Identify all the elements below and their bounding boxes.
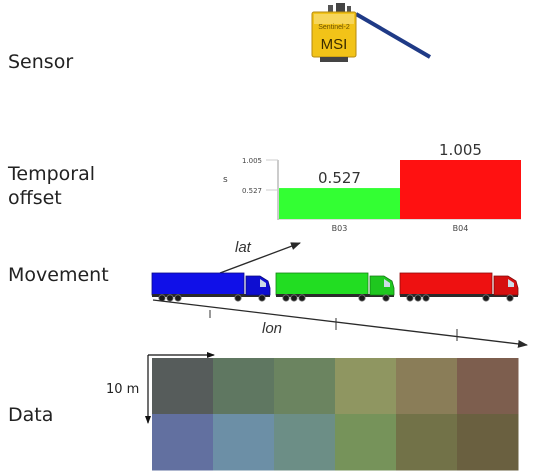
temporal-offset-chart: s 1.005 0.527 0.527 B03 1.005 B04 — [223, 141, 521, 233]
lon-label: lon — [262, 320, 282, 337]
truck-red-wheel — [414, 294, 422, 302]
lat-label: lat — [235, 239, 252, 256]
truck-green-wheel — [358, 294, 366, 302]
truck-blue-wheel — [174, 294, 182, 302]
bar-b03 — [279, 188, 400, 219]
pixel-cell-r1-c5 — [396, 358, 458, 415]
pixel-cell-r1-c1 — [152, 358, 214, 415]
movement-section: lat lon — [151, 239, 528, 348]
pixel-cell-r2-c3 — [274, 414, 336, 471]
sensor-top-knob-mid — [336, 3, 345, 13]
pixel-cell-r1-c2 — [213, 358, 275, 415]
row-label-temporal-offset: Temporal offset — [8, 162, 95, 210]
row-label-data: Data — [8, 404, 54, 426]
sensor-base — [320, 57, 348, 62]
row-label-temporal-line1: Temporal — [8, 163, 95, 185]
truck-green-wheel — [382, 294, 390, 302]
pixel-cell-r2-c4 — [335, 414, 397, 471]
bar-value-label-b03: 0.527 — [318, 169, 361, 187]
pixel-cell-r2-c2 — [213, 414, 275, 471]
sensor-highlight — [314, 14, 354, 24]
pixel-cell-r2-c5 — [396, 414, 458, 471]
pixel-cell-r2-c6 — [457, 414, 519, 471]
truck-red-wheel — [506, 294, 514, 302]
bar-category-label-b04: B04 — [453, 224, 469, 233]
truck-red-chassis — [400, 294, 518, 297]
sensor-top-text: Sentinel-2 — [318, 24, 350, 31]
truck-red-wheel — [406, 294, 414, 302]
truck-red-window — [508, 279, 514, 287]
truck-blue-wheel — [258, 294, 266, 302]
chart-ylabel: s — [223, 175, 228, 185]
bar-value-label-b04: 1.005 — [439, 141, 482, 159]
sensor-main-text: MSI — [321, 36, 348, 53]
truck-red-trailer — [399, 272, 493, 296]
truck-red — [399, 272, 519, 302]
truck-green-wheel — [282, 294, 290, 302]
lat-arrow — [219, 242, 301, 274]
truck-blue-trailer — [151, 272, 245, 296]
chart-ytick-2: 0.527 — [242, 187, 262, 195]
truck-green-wheel — [298, 294, 306, 302]
truck-green-chassis — [276, 294, 394, 297]
data-section: 10 m — [106, 352, 519, 471]
truck-green — [275, 272, 395, 302]
truck-blue-chassis — [152, 294, 270, 297]
truck-red-cab — [493, 275, 519, 296]
solar-panel-boom — [354, 12, 432, 59]
truck-green-window — [384, 279, 390, 287]
truck-red-wheel — [482, 294, 490, 302]
truck-blue-window — [260, 279, 266, 287]
pixel-cell-r1-c3 — [274, 358, 336, 415]
truck-blue-cab — [245, 275, 271, 296]
pixel-cell-r2-c1 — [152, 414, 214, 471]
scale-label: 10 m — [106, 382, 139, 397]
sensor-top-knob-left — [328, 5, 333, 13]
truck-green-wheel — [290, 294, 298, 302]
pixel-cell-r1-c6 — [457, 358, 519, 415]
bar-b04 — [400, 160, 521, 219]
row-label-movement: Movement — [8, 264, 109, 286]
bar-category-label-b03: B03 — [332, 224, 348, 233]
truck-blue — [151, 272, 271, 302]
row-label-sensor: Sensor — [8, 51, 74, 73]
sensor-top-knob-right — [347, 6, 351, 13]
chart-ytick-1: 1.005 — [242, 157, 262, 165]
sensor-satellite: Sentinel-2 MSI — [311, 3, 432, 62]
pixel-cell-r1-c4 — [335, 358, 397, 415]
truck-green-trailer — [275, 272, 369, 296]
truck-green-cab — [369, 275, 395, 296]
truck-red-wheel — [422, 294, 430, 302]
pixel-grid — [152, 358, 519, 471]
lon-arrow — [152, 299, 528, 348]
truck-blue-wheel — [166, 294, 174, 302]
row-label-temporal-line2: offset — [8, 187, 62, 209]
truck-blue-wheel — [234, 294, 242, 302]
